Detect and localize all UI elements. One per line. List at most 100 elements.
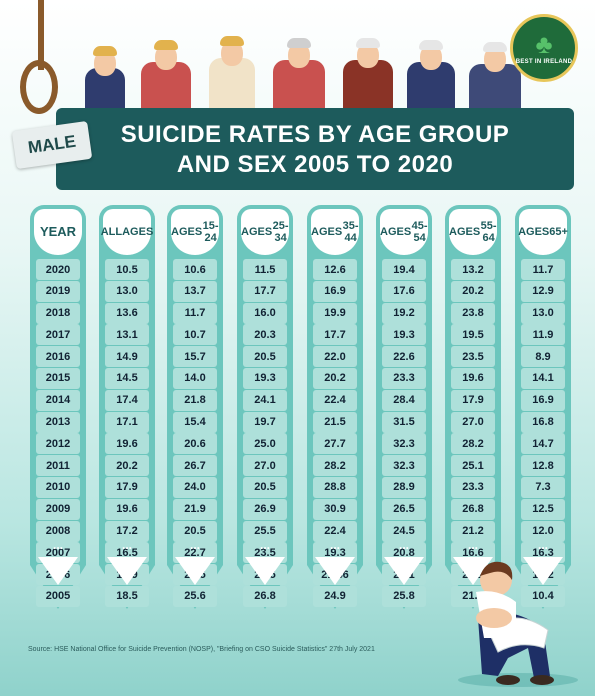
continuation-dots: ...	[329, 538, 340, 552]
year-cell: 2005	[36, 585, 80, 607]
continuation-dots: ...	[52, 538, 63, 552]
rate-cell: 25.8	[382, 585, 426, 607]
rate-cell: 22.6	[382, 346, 426, 368]
year-cell: 2020	[36, 259, 80, 280]
rate-cell: 22.4	[313, 389, 357, 411]
column-header-line: AGES	[380, 226, 412, 238]
title-line-1: SUICIDE RATES BY AGE GROUP	[120, 121, 510, 148]
rate-cell: 11.7	[521, 259, 565, 280]
rate-cell: 26.8	[451, 498, 495, 520]
rate-cell: 17.7	[243, 280, 287, 302]
rate-cell: 27.0	[243, 455, 287, 477]
rate-cell: 19.5	[451, 324, 495, 346]
person-figure	[85, 38, 125, 110]
rate-cell: 26.8	[243, 585, 287, 607]
continuation-dots: ...	[189, 538, 200, 552]
rate-cell: 12.5	[521, 498, 565, 520]
rate-cell: 19.2	[382, 302, 426, 324]
rate-cell: 12.9	[521, 280, 565, 302]
column-header-line: 15-24	[202, 220, 219, 244]
noose-icon	[20, 60, 58, 114]
rate-cell: 19.4	[382, 259, 426, 280]
rate-cell: 19.7	[243, 411, 287, 433]
rate-cell: 19.6	[451, 367, 495, 389]
column-header-line: AGES	[311, 226, 343, 238]
year-cell: 2016	[36, 346, 80, 368]
person-figure	[343, 30, 393, 110]
year-cell: 2008	[36, 520, 80, 542]
rate-cell: 28.4	[382, 389, 426, 411]
clover-icon: ♣	[535, 29, 553, 59]
rate-cell: 10.5	[105, 259, 149, 280]
rate-cell: 11.9	[521, 324, 565, 346]
person-figure	[141, 32, 191, 110]
rate-cell: 15.7	[173, 346, 217, 368]
column-header: AGES 65+	[518, 209, 568, 255]
column-header-line: 35-44	[342, 220, 359, 244]
down-arrow-icon	[107, 557, 147, 585]
down-arrow-icon	[523, 557, 563, 585]
rate-cell: 19.6	[105, 433, 149, 455]
column-header: AGES 35-44	[311, 209, 359, 255]
year-cell: 2018	[36, 302, 80, 324]
rate-cell: 8.9	[521, 346, 565, 368]
rate-cell: 16.0	[243, 302, 287, 324]
person-figure	[407, 32, 455, 110]
rate-cell: 17.7	[313, 324, 357, 346]
rate-cell: 20.5	[243, 346, 287, 368]
rate-cell: 21.8	[173, 389, 217, 411]
continuation-dots: ...	[259, 538, 270, 552]
best-in-ireland-badge: ♣ BEST IN IRELAND	[510, 14, 578, 82]
continuation-dots: ...	[467, 538, 478, 552]
person-figure	[469, 34, 521, 110]
rate-cell: 17.1	[105, 411, 149, 433]
column-header: AGES 55-64	[449, 209, 497, 255]
rate-cell: 24.1	[243, 389, 287, 411]
rate-cell: 17.6	[382, 280, 426, 302]
year-cell: 2009	[36, 498, 80, 520]
down-arrow-icon	[384, 557, 424, 585]
rate-cell: 24.9	[313, 585, 357, 607]
rope	[38, 0, 44, 70]
column-header: ALL AGES	[100, 209, 153, 255]
age-column: AGES 15-24 10.6 13.7 11.7 10.7 15.7 14.0 21.8 15.…	[167, 205, 223, 609]
people-illustration	[85, 28, 521, 110]
year-cell: 2011	[36, 455, 80, 477]
age-column: ALL AGES 10.5 13.0 13.6 13.1 14.9 14.5 17.4 17.1 1…	[99, 205, 155, 609]
rate-cell: 19.3	[243, 367, 287, 389]
column-header-line: AGES	[449, 226, 481, 238]
rate-cell: 12.8	[521, 455, 565, 477]
rate-cell: 16.8	[521, 411, 565, 433]
rate-cell: 23.3	[451, 476, 495, 498]
rate-cell: 25.6	[173, 585, 217, 607]
age-column: AGES 35-44 12.6 16.9 19.9 17.7 22.0 20.2 22.4 21.…	[307, 205, 363, 609]
rate-cell: 10.7	[173, 324, 217, 346]
rate-cell: 32.3	[382, 455, 426, 477]
rate-cell: 16.9	[521, 389, 565, 411]
rate-cell: 23.5	[451, 346, 495, 368]
title-line-2: AND SEX 2005 TO 2020	[176, 151, 454, 178]
rate-cell: 20.2	[313, 367, 357, 389]
column-header-line: 25-34	[272, 220, 289, 244]
rate-cell: 13.1	[105, 324, 149, 346]
rate-cell: 14.7	[521, 433, 565, 455]
column-header-line: ALL	[100, 226, 123, 238]
rate-cell: 24.0	[173, 476, 217, 498]
year-cell: 2012	[36, 433, 80, 455]
rate-cell: 20.6	[173, 433, 217, 455]
rate-cell: 24.5	[382, 520, 426, 542]
year-cell: 2019	[36, 280, 80, 302]
age-column: AGES 45-54 19.4 17.6 19.2 19.3 22.6 23.3 28.4 31.…	[376, 205, 432, 609]
year-cell: 2015	[36, 367, 80, 389]
person-figure	[209, 28, 255, 110]
column-header-line: YEAR	[39, 224, 77, 239]
rate-cell: 19.9	[313, 302, 357, 324]
column-header-line: AGES	[171, 226, 203, 238]
rate-cell: 13.7	[173, 280, 217, 302]
column-header: YEAR	[34, 209, 82, 255]
rate-cell: 13.2	[451, 259, 495, 280]
person-figure	[273, 30, 325, 110]
rate-cell: 27.7	[313, 433, 357, 455]
column-header-line: AGES	[518, 226, 550, 238]
age-column: AGES 25-34 11.5 17.7 16.0 20.3 20.5 19.3 24.1 19.…	[237, 205, 293, 609]
